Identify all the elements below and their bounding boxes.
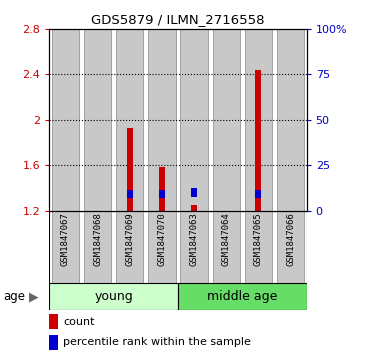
Title: GDS5879 / ILMN_2716558: GDS5879 / ILMN_2716558 <box>91 13 265 26</box>
Bar <box>212 211 240 283</box>
Text: GSM1847066: GSM1847066 <box>286 213 295 266</box>
Text: GSM1847065: GSM1847065 <box>254 213 263 266</box>
Bar <box>277 211 304 283</box>
Text: GSM1847069: GSM1847069 <box>125 213 134 266</box>
Bar <box>191 188 197 197</box>
Text: GSM1847070: GSM1847070 <box>157 213 166 266</box>
Bar <box>148 211 176 283</box>
Bar <box>212 29 240 211</box>
Bar <box>127 190 132 198</box>
Bar <box>245 211 272 283</box>
Bar <box>255 70 261 211</box>
Bar <box>178 283 307 310</box>
Text: age: age <box>4 290 26 303</box>
Text: count: count <box>64 317 95 327</box>
Bar <box>116 29 143 211</box>
Bar <box>84 211 111 283</box>
Text: GSM1847068: GSM1847068 <box>93 213 102 266</box>
Bar <box>180 211 208 283</box>
Bar <box>159 190 165 198</box>
Bar <box>127 128 132 211</box>
Bar <box>277 29 304 211</box>
Bar <box>52 211 79 283</box>
Bar <box>84 29 111 211</box>
Text: ▶: ▶ <box>28 290 38 303</box>
Bar <box>49 314 58 330</box>
Bar <box>148 29 176 211</box>
Bar <box>52 29 79 211</box>
Text: middle age: middle age <box>207 290 277 303</box>
Text: GSM1847063: GSM1847063 <box>189 213 199 266</box>
Text: percentile rank within the sample: percentile rank within the sample <box>64 337 251 347</box>
Bar <box>49 335 58 350</box>
Text: young: young <box>94 290 133 303</box>
Text: GSM1847064: GSM1847064 <box>222 213 231 266</box>
Bar <box>180 29 208 211</box>
Bar <box>255 190 261 198</box>
Bar <box>116 211 143 283</box>
Bar <box>159 167 165 211</box>
Bar <box>245 29 272 211</box>
Bar <box>49 283 178 310</box>
Bar <box>191 205 197 211</box>
Text: GSM1847067: GSM1847067 <box>61 213 70 266</box>
